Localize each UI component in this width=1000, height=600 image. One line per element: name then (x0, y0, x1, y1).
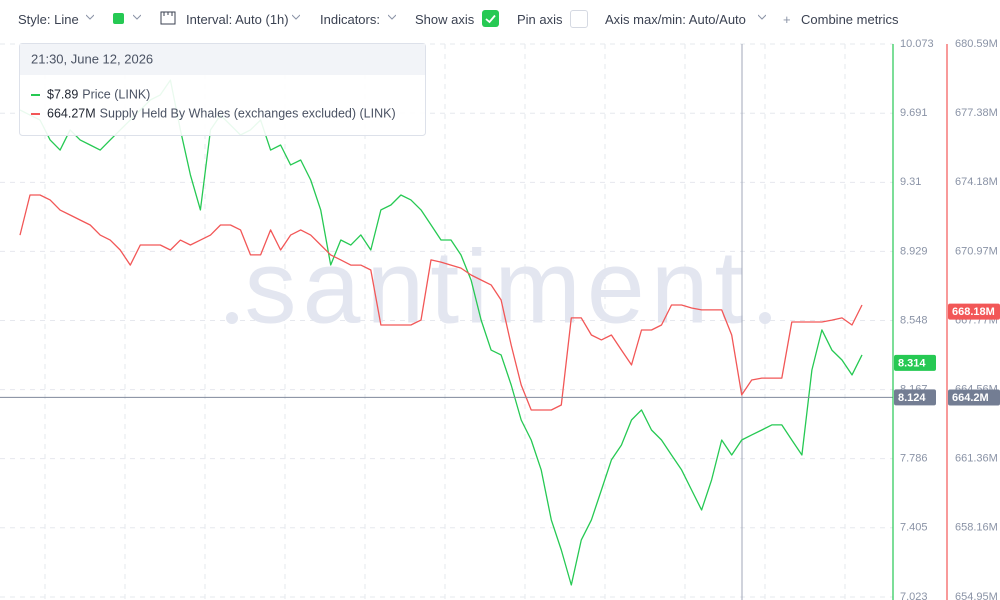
y-tick-label: 7.786 (900, 453, 928, 465)
tooltip-series-name: Supply Held By Whales (exchanges exclude… (100, 106, 396, 120)
grid (0, 43, 893, 600)
watermark-dot (759, 312, 771, 324)
y2-tick-label: 677.38M (955, 107, 998, 119)
y2-tick-label: 674.18M (955, 176, 998, 188)
watermark: santiment (226, 229, 771, 345)
y2-tick-label: 661.36M (955, 453, 998, 465)
axis-badge (948, 389, 1000, 406)
y-tick-label: 7.023 (900, 591, 928, 600)
chevron (292, 14, 300, 20)
y-tick-label: 8.929 (900, 245, 928, 257)
axis-badge-label: 668.18M (952, 306, 995, 318)
style-button[interactable]: Style: Line (18, 12, 79, 27)
axis-maxmin-button[interactable]: Axis max/min: Auto/Auto (605, 12, 746, 27)
y2-tick-label: 670.97M (955, 245, 998, 257)
chevron (388, 14, 396, 20)
chevron (758, 14, 766, 20)
y-tick-label: 7.405 (900, 522, 928, 534)
plus-icon: + (783, 12, 791, 27)
chevron (133, 14, 141, 20)
interval-button[interactable]: Interval: Auto (1h) (186, 12, 289, 27)
show-axis-label[interactable]: Show axis (415, 12, 475, 27)
watermark-text: santiment (245, 229, 750, 345)
axis-badge (948, 303, 1000, 320)
y2-tick-label: 658.16M (955, 522, 998, 534)
tooltip: 21:30, June 12, 2026 $7.89 Price (LINK) … (19, 43, 426, 136)
axis-badge (894, 389, 936, 406)
watermark-dot (226, 312, 238, 324)
pin-axis-checkbox[interactable] (570, 10, 588, 28)
pin-axis-label[interactable]: Pin axis (517, 12, 563, 27)
combine-metrics-button[interactable]: Combine metrics (801, 12, 899, 27)
axis-badge-label: 664.2M (952, 392, 989, 404)
tooltip-value: $7.89 (47, 87, 78, 101)
y-tick-label: 10.073 (900, 38, 934, 50)
tooltip-value: 664.27M (47, 106, 96, 120)
tooltip-time: 21:30, June 12, 2026 (31, 51, 153, 66)
axis-badge-label: 8.314 (898, 357, 926, 369)
y2-tick-label: 680.59M (955, 38, 998, 50)
toolbar: Style: Line Interval: Auto (1h) Indicato… (0, 0, 1000, 40)
indicators-button[interactable]: Indicators: (320, 12, 380, 27)
y-tick-label: 9.31 (900, 176, 921, 188)
chevron (86, 14, 94, 20)
y2-tick-label: 654.95M (955, 591, 998, 600)
axes: 10.0739.6919.318.9298.5488.1677.7867.405… (892, 38, 1000, 600)
tooltip-header (20, 44, 425, 75)
series-line (19, 194, 863, 411)
axis-badge-label: 8.124 (898, 392, 926, 404)
show-axis-checkbox[interactable] (482, 10, 499, 27)
interval-icon (160, 11, 176, 25)
y-tick-label: 9.691 (900, 107, 928, 119)
y-tick-label: 8.548 (900, 314, 928, 326)
axis-badge (894, 354, 936, 371)
color-swatch[interactable] (113, 13, 124, 24)
check-icon (485, 14, 496, 24)
tooltip-series-name: Price (LINK) (82, 87, 150, 101)
